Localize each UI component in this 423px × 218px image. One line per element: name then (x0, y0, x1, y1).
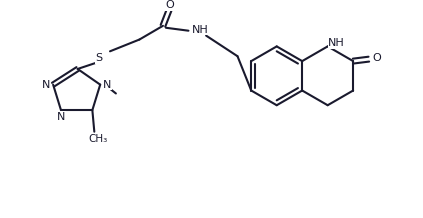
Text: NH: NH (192, 25, 209, 35)
Text: O: O (372, 53, 381, 63)
Text: O: O (165, 0, 174, 10)
Text: CH₃: CH₃ (88, 134, 108, 144)
Text: N: N (103, 80, 111, 90)
Text: N: N (42, 80, 50, 90)
Text: S: S (96, 53, 103, 63)
Text: N: N (57, 112, 65, 122)
Text: NH: NH (328, 38, 345, 48)
